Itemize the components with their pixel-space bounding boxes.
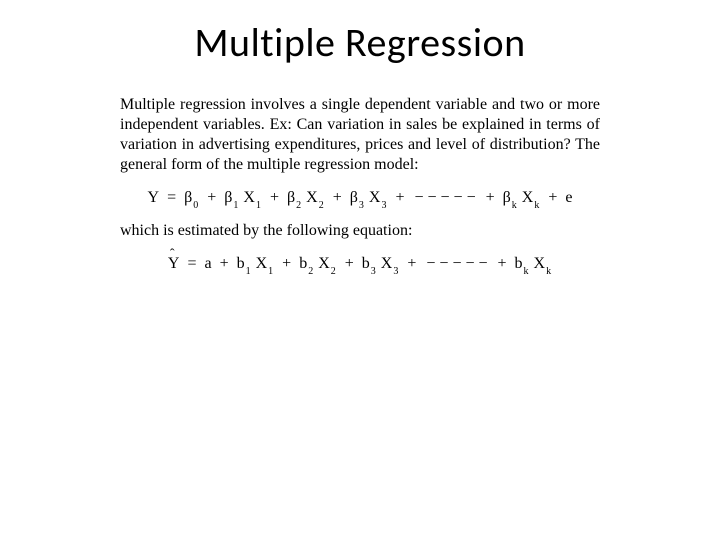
eq2-a: a (204, 255, 211, 273)
eq1-x2: X (306, 189, 318, 207)
eq2-plus5: + (498, 255, 507, 273)
eq2-plus1: + (220, 255, 229, 273)
eq2-b2: b (299, 255, 307, 273)
eq2-b2-sub: 2 (308, 266, 313, 277)
eq1-x2-sub: 2 (319, 200, 324, 211)
eq1-dots: − − − − − (414, 189, 475, 207)
eq1-beta0-sub: 0 (193, 200, 198, 211)
eq1-x3-sub: 3 (381, 200, 386, 211)
slide-title: Multiple Regression (0, 0, 720, 95)
equation-1: Y = β0 + β1 X1 + β2 X2 + β3 X3 + − − − −… (0, 175, 720, 221)
paragraph-1: Multiple regression involves a single de… (0, 95, 720, 175)
eq1-beta0: β (184, 189, 192, 207)
eq1-plus5: + (486, 189, 495, 207)
eq2-bk-sub: k (524, 266, 529, 277)
eq1-plus2: + (270, 189, 279, 207)
eq1-plus6: + (548, 189, 557, 207)
eq1-xk-sub: k (534, 200, 539, 211)
eq2-b1-sub: 1 (246, 266, 251, 277)
eq2-equals: = (187, 255, 196, 273)
eq1-beta3-sub: 3 (359, 200, 364, 211)
eq2-xk: X (534, 255, 546, 273)
eq2-bk: b (515, 255, 523, 273)
eq1-beta2-sub: 2 (296, 200, 301, 211)
eq1-beta3: β (350, 189, 358, 207)
eq2-x3: X (381, 255, 393, 273)
paragraph-2: which is estimated by the following equa… (0, 221, 720, 241)
eq1-x1-sub: 1 (256, 200, 261, 211)
eq1-beta1-sub: 1 (233, 200, 238, 211)
eq2-plus4: + (407, 255, 416, 273)
eq2-dots: − − − − − (426, 255, 487, 273)
eq1-lhs: Y (148, 189, 160, 207)
eq2-x2-sub: 2 (331, 266, 336, 277)
eq1-x1: X (243, 189, 255, 207)
eq1-plus4: + (395, 189, 404, 207)
eq2-lhs: Y (168, 255, 180, 273)
eq1-xk: X (522, 189, 534, 207)
eq2-xk-sub: k (546, 266, 551, 277)
equation-2: Y = a + b1 X1 + b2 X2 + b3 X3 + − − − − … (0, 241, 720, 287)
eq2-x3-sub: 3 (393, 266, 398, 277)
eq1-beta2: β (287, 189, 295, 207)
eq2-b3-sub: 3 (371, 266, 376, 277)
eq1-plus3: + (333, 189, 342, 207)
eq1-betak-sub: k (512, 200, 517, 211)
eq1-beta1: β (224, 189, 232, 207)
eq1-x3: X (369, 189, 381, 207)
eq1-error: e (565, 189, 572, 207)
eq2-plus3: + (345, 255, 354, 273)
eq2-x1: X (256, 255, 268, 273)
eq2-plus2: + (282, 255, 291, 273)
eq2-x1-sub: 1 (268, 266, 273, 277)
eq2-x2: X (318, 255, 330, 273)
eq1-betak: β (503, 189, 511, 207)
eq1-equals: = (167, 189, 176, 207)
eq2-b1: b (237, 255, 245, 273)
slide: Multiple Regression Multiple regression … (0, 0, 720, 540)
eq1-plus1: + (207, 189, 216, 207)
eq2-b3: b (362, 255, 370, 273)
